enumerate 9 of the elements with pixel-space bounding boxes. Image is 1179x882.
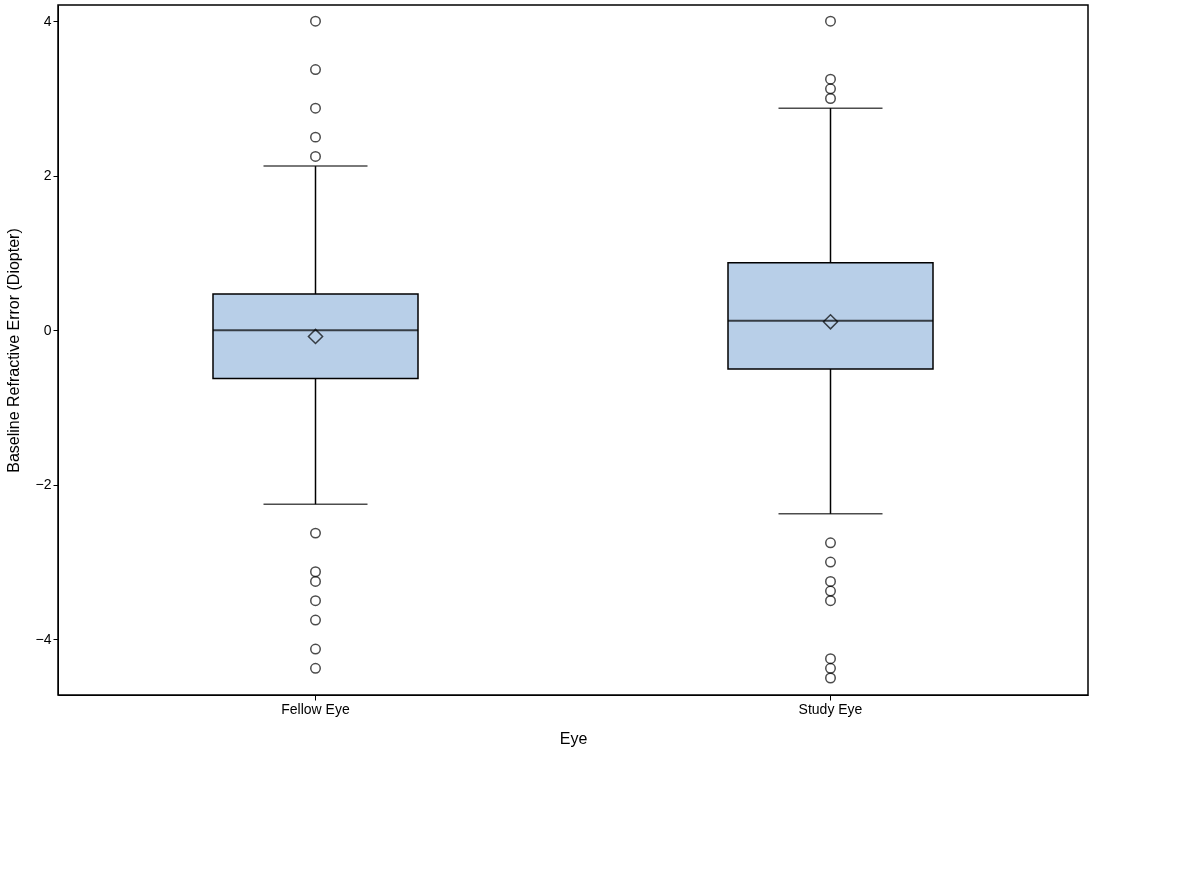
y-tick-label: 0 — [43, 321, 52, 338]
y-tick-label: 2 — [43, 167, 52, 184]
y-tick-label: 4 — [43, 12, 52, 29]
y-tick-label: −2 — [35, 476, 52, 493]
y-axis-title: Baseline Refractive Error (Diopter) — [4, 228, 22, 473]
x-axis-title: Eye — [559, 729, 588, 747]
x-tick-label: Fellow Eye — [281, 700, 350, 717]
x-tick-label: Study Eye — [798, 700, 863, 717]
y-tick-label: −4 — [35, 630, 52, 647]
